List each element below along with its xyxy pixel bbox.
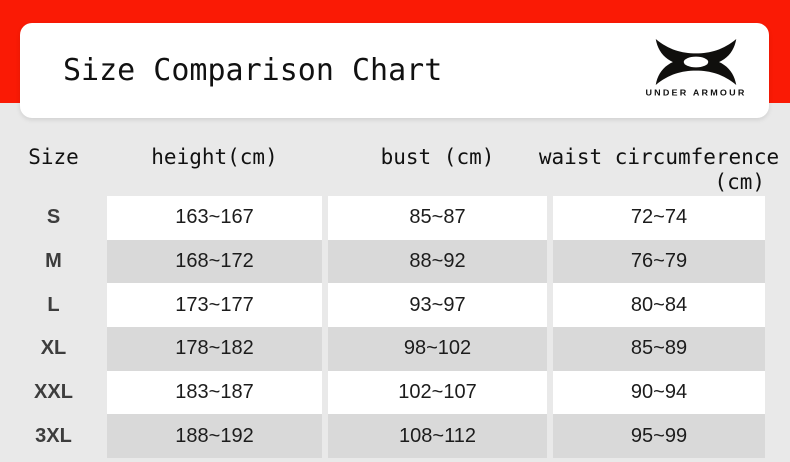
size-label: XXL (34, 381, 73, 404)
brand-block: UNDER ARMOUR (637, 39, 755, 105)
column-header-waist-unit: (cm) (714, 170, 765, 194)
height-cell: 183~187 (107, 370, 322, 415)
size-table-body: S 163~167 85~87 72~74 M 168~172 88~92 76… (0, 196, 790, 459)
height-cell: 178~182 (107, 327, 322, 371)
waist-cell: 90~94 (553, 370, 765, 415)
bust-cell: 102~107 (328, 370, 547, 415)
column-header-height-label: height(cm) (151, 145, 278, 169)
column-header-bust: bust (cm) (328, 140, 547, 169)
size-label: 3XL (35, 424, 72, 447)
size-label: M (45, 250, 62, 272)
bust-cell: 108~112 (328, 414, 547, 459)
size-label: XL (40, 337, 67, 360)
bust-cell: 98~102 (328, 327, 547, 371)
waist-cell: 72~74 (553, 196, 765, 240)
table-header-row: Size height(cm) bust (cm) waist circumfe… (0, 140, 790, 196)
column-header-waist-label: waist circumference (538, 145, 780, 169)
waist-cell: 85~89 (553, 327, 765, 371)
table-row-3xl: 3XL 188~192 108~112 95~99 (0, 414, 790, 459)
column-header-size: Size (28, 145, 79, 169)
waist-cell: 76~79 (553, 239, 765, 284)
height-cell: 163~167 (107, 196, 322, 240)
brand-wordmark: UNDER ARMOUR (645, 88, 747, 98)
bust-cell: 93~97 (328, 283, 547, 328)
size-label: L (47, 293, 60, 316)
table-row-s: S 163~167 85~87 72~74 (0, 196, 790, 240)
page-title: Size Comparison Chart (63, 53, 443, 88)
height-cell: 173~177 (107, 283, 322, 328)
column-header-waist: waist circumference (cm) (539, 140, 779, 195)
table-row-xxl: XXL 183~187 102~107 90~94 (0, 370, 790, 415)
height-cell: 168~172 (107, 239, 322, 284)
column-header-bust-label: bust (cm) (380, 145, 495, 169)
size-label: S (46, 206, 61, 229)
bust-cell: 85~87 (328, 196, 547, 240)
waist-cell: 80~84 (553, 283, 765, 328)
table-row-xl: XL 178~182 98~102 85~89 (0, 327, 790, 371)
column-header-height: height(cm) (107, 140, 322, 169)
waist-cell: 95~99 (553, 414, 765, 459)
title-card: Size Comparison Chart UNDER ARMOUR (20, 23, 769, 118)
height-cell: 188~192 (107, 414, 322, 459)
table-row-m: M 168~172 88~92 76~79 (0, 239, 790, 284)
bust-cell: 88~92 (328, 239, 547, 284)
under-armour-logo-icon (655, 39, 737, 85)
table-row-l: L 173~177 93~97 80~84 (0, 283, 790, 328)
